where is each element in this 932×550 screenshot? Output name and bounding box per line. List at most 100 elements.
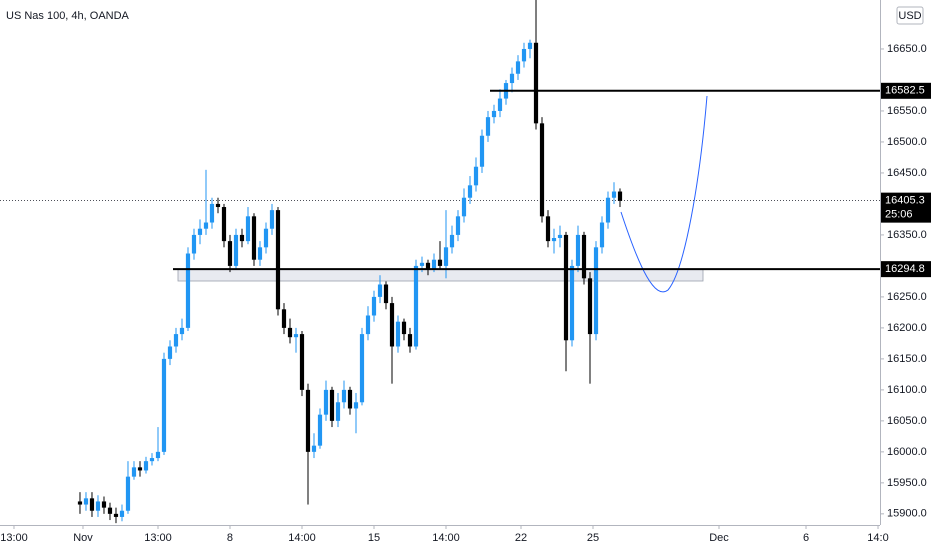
candle-body <box>335 402 341 421</box>
y-tick-label: 15900.0 <box>887 508 927 520</box>
candle-body <box>119 510 125 517</box>
candle-body <box>383 284 389 304</box>
candle-body <box>347 389 353 409</box>
y-tick-label: 16150.0 <box>887 353 927 365</box>
x-tick-label: 14:0 <box>867 532 888 544</box>
y-tick-label: 16250.0 <box>887 291 927 303</box>
candle-body <box>617 191 623 201</box>
candle-body <box>311 445 317 452</box>
candle-body <box>125 476 131 511</box>
candle-body <box>203 222 209 229</box>
candle-body <box>443 247 449 266</box>
candle-body <box>317 414 323 446</box>
support-zone <box>177 268 704 282</box>
candle-body <box>329 389 335 421</box>
candle-body <box>305 389 311 452</box>
level-label-box <box>881 261 931 278</box>
candle-body <box>293 334 299 338</box>
candle-body <box>401 321 407 335</box>
candle-body <box>377 284 383 297</box>
candle-body <box>587 278 593 335</box>
x-tick-label: Nov <box>73 532 93 544</box>
level-label: 16294.8 <box>885 263 925 275</box>
candle-body <box>281 309 287 328</box>
candle-body <box>557 234 563 239</box>
x-tick-label: 13:00 <box>0 532 28 544</box>
candle-body <box>521 48 527 62</box>
candle-body <box>179 327 185 335</box>
y-tick-label: 16350.0 <box>887 229 927 241</box>
candle-body <box>353 402 359 409</box>
candle-body <box>527 42 533 49</box>
candle-body <box>95 501 101 511</box>
x-tick-label: 8 <box>227 532 233 544</box>
candle-body <box>533 42 539 124</box>
candle-body <box>425 262 431 270</box>
candle-body <box>563 234 569 341</box>
candle-body <box>299 334 305 390</box>
candle-body <box>359 334 365 403</box>
x-tick-label: 14:00 <box>288 532 316 544</box>
candle-body <box>395 321 401 347</box>
candle-body <box>599 222 605 248</box>
countdown: 25:06 <box>885 209 913 221</box>
candle-body <box>269 210 275 229</box>
level-label-box <box>881 82 931 99</box>
candle-body <box>185 253 191 328</box>
forecast-curve <box>620 95 708 293</box>
candle-body <box>221 207 227 242</box>
x-tick-label: 13:00 <box>144 532 172 544</box>
candle-body <box>137 467 143 471</box>
candle-body <box>491 110 497 118</box>
last-price-box <box>881 192 931 223</box>
candle-body <box>581 234 587 279</box>
candle-body <box>461 197 467 217</box>
candle-body <box>575 234 581 266</box>
y-tick-label: 16050.0 <box>887 415 927 427</box>
y-tick-label: 16550.0 <box>887 105 927 117</box>
candle-body <box>431 259 437 270</box>
x-tick-label: Dec <box>709 532 729 544</box>
candle-body <box>551 238 557 242</box>
y-tick-label: 15950.0 <box>887 477 927 489</box>
candle-body <box>515 61 521 74</box>
candle-body <box>77 501 83 505</box>
candle-body <box>449 234 455 248</box>
candle-body <box>545 216 551 242</box>
candle-body <box>341 389 347 403</box>
candle-body <box>365 315 371 335</box>
y-tick-label: 16450.0 <box>887 167 927 179</box>
candle-body <box>323 389 329 415</box>
candle-body <box>209 203 215 223</box>
candle-body <box>497 98 503 111</box>
candle-body <box>407 334 413 347</box>
candle-body <box>143 461 149 471</box>
x-tick-label: 22 <box>515 532 527 544</box>
candle-body <box>467 185 473 198</box>
candle-body <box>611 191 617 198</box>
x-tick-label: 25 <box>587 532 599 544</box>
candle-body <box>167 346 173 359</box>
candle-body <box>245 216 251 242</box>
chart-title: US Nas 100, 4h, OANDA <box>6 10 130 22</box>
candle-body <box>473 166 479 186</box>
candle-body <box>371 296 377 316</box>
candle-body <box>569 265 575 341</box>
candle-body <box>605 197 611 223</box>
candle-body <box>227 241 233 266</box>
y-tick-label: 16650.0 <box>887 43 927 55</box>
candle-body <box>437 259 443 266</box>
candle-body <box>215 203 221 208</box>
candle-body <box>107 507 113 514</box>
last-price-label: 16405.3 <box>885 195 925 207</box>
candle-body <box>419 262 425 266</box>
candle-body <box>161 358 167 452</box>
candle-body <box>113 513 119 517</box>
level-label: 16582.5 <box>885 85 925 97</box>
candle-body <box>101 501 107 508</box>
candle-body <box>509 73 515 84</box>
candle-body <box>197 228 203 235</box>
candle-body <box>83 498 89 505</box>
y-tick-label: 16000.0 <box>887 446 927 458</box>
